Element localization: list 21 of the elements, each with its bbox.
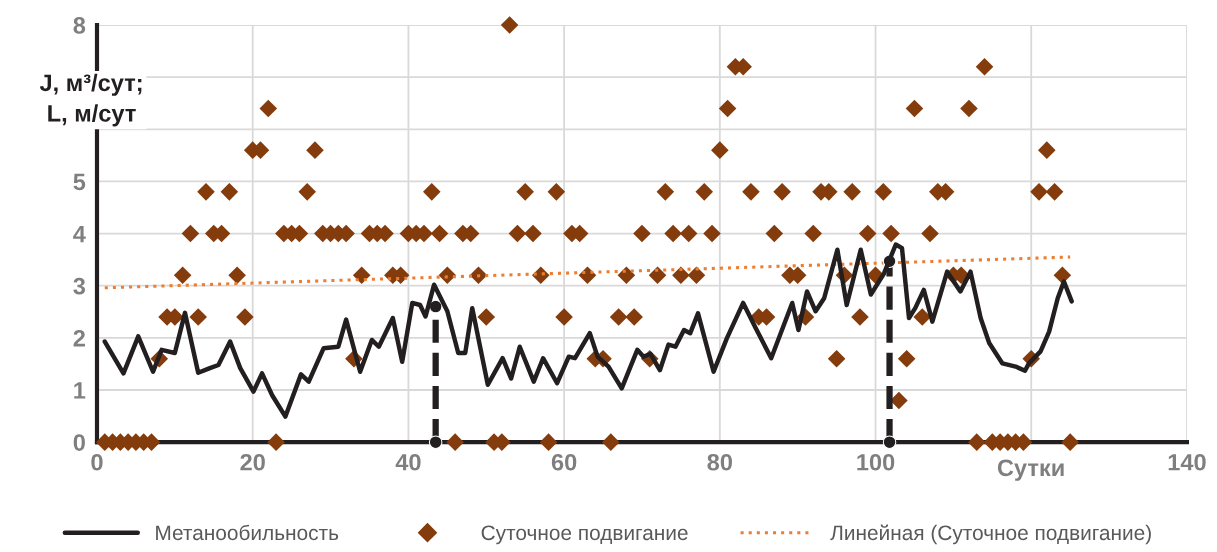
- y-tick-label: 1: [74, 382, 86, 399]
- x-tick-label: 100: [857, 453, 895, 471]
- legend-label: Линейная (Суточное подвигание): [830, 524, 1151, 545]
- x-tick-label: 80: [707, 453, 732, 471]
- x-axis-title: Сутки: [997, 459, 1064, 481]
- x-tick-label: 0: [91, 453, 103, 471]
- y-axis-title: J, м³/сут; L, м/сут: [39, 73, 142, 127]
- y-tick-label: 8: [73, 17, 86, 34]
- legend-label: Метанообильность: [156, 524, 339, 541]
- x-tick-label: 60: [551, 453, 577, 471]
- x-tick-label: 40: [395, 453, 421, 471]
- y-tick-label: 3: [73, 277, 86, 295]
- y-tick-label: 0: [73, 434, 85, 451]
- point: [428, 435, 443, 449]
- y-tick-label: 2: [73, 329, 85, 347]
- y-tick-label: 5: [73, 173, 86, 191]
- legend-label: Суточное подвигание: [481, 525, 688, 545]
- x-tick-label: 20: [240, 453, 265, 471]
- y-tick-label: 4: [73, 225, 86, 243]
- point: [882, 435, 897, 449]
- x-tick-label: 140: [1168, 453, 1206, 471]
